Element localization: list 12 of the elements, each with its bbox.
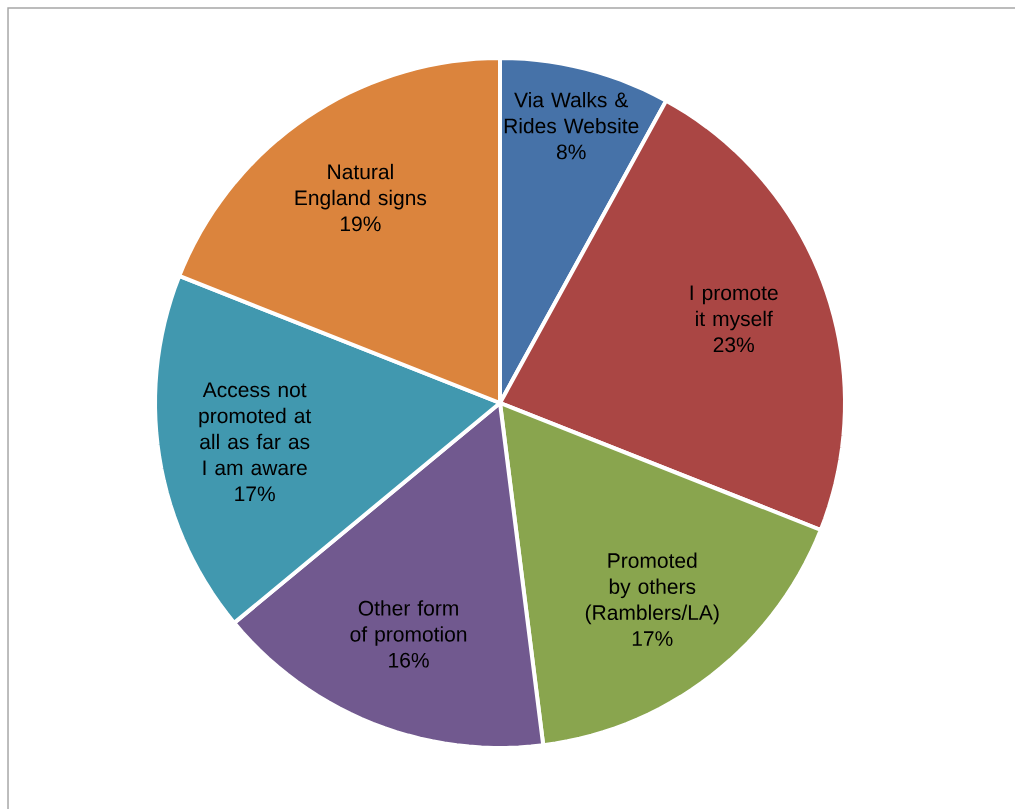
- slice-label: Access not promoted at all as far as I am aware: [199, 382, 312, 476]
- data-label: 23%: [713, 337, 754, 353]
- data-label: 8%: [556, 144, 586, 160]
- slice-label: Other form of promotion: [350, 600, 467, 646]
- slice-label: Natural England signs: [295, 163, 427, 210]
- data-label: 17%: [632, 631, 673, 647]
- slice-label: Promoted by others (Ramblers/LA): [585, 552, 719, 625]
- slice-label: Via Walks & Rides Website: [504, 92, 639, 134]
- data-label: 17%: [235, 486, 275, 502]
- data-label: 19%: [340, 216, 381, 232]
- data-label: 16%: [389, 652, 429, 668]
- slice-label: I promote it myself: [690, 285, 778, 331]
